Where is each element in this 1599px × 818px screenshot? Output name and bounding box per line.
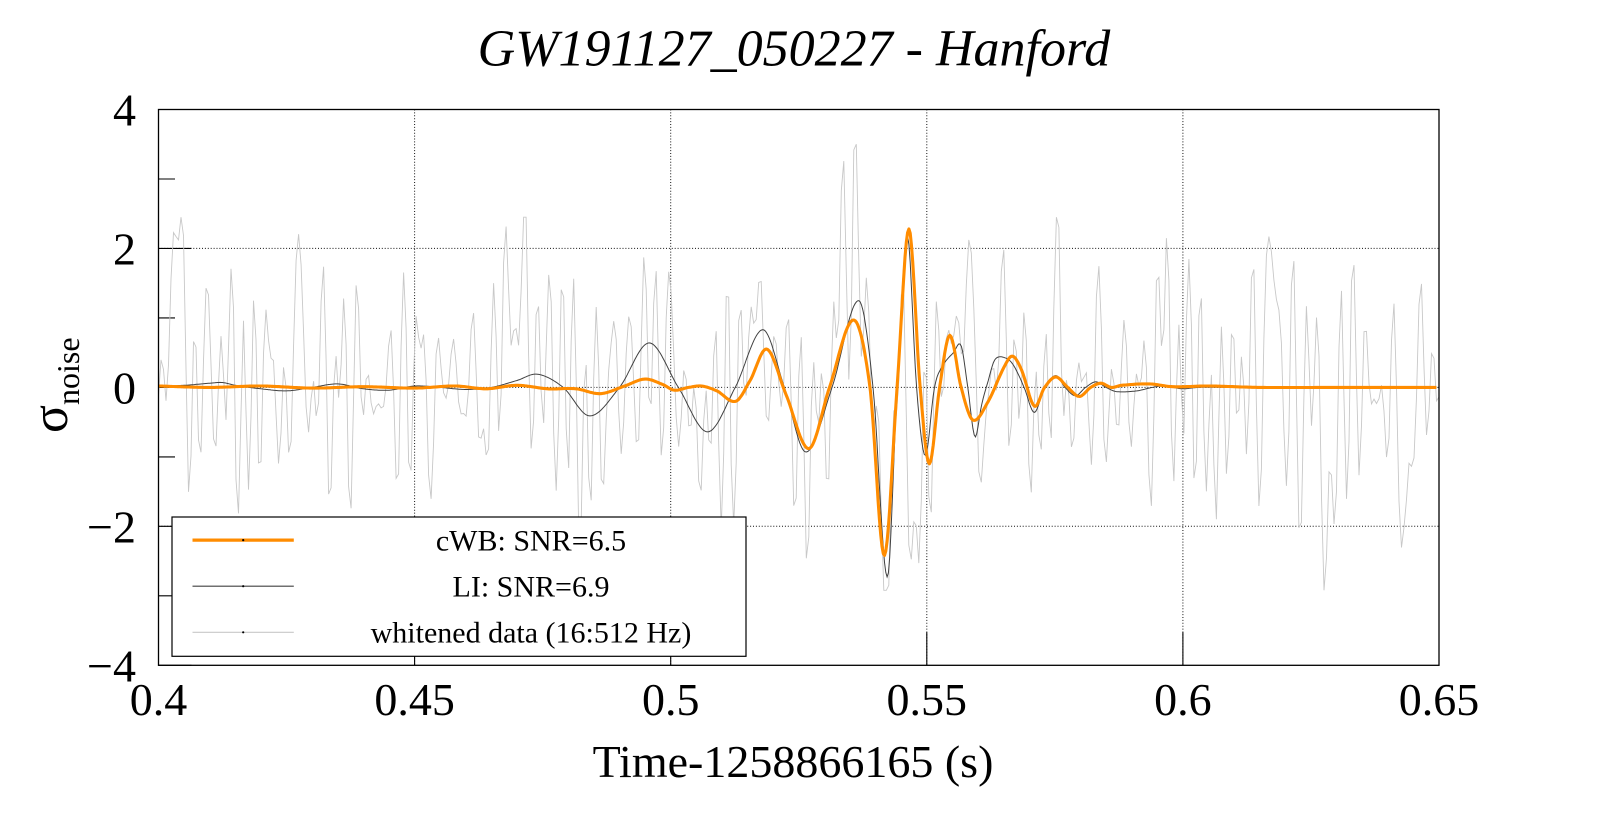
svg-text:0.45: 0.45 bbox=[374, 674, 455, 725]
svg-text:0.55: 0.55 bbox=[887, 674, 968, 725]
svg-text:0.6: 0.6 bbox=[1154, 674, 1212, 725]
svg-text:LI: SNR=6.9: LI: SNR=6.9 bbox=[453, 571, 610, 604]
svg-text:0.5: 0.5 bbox=[642, 674, 700, 725]
svg-text:−2: −2 bbox=[87, 501, 136, 552]
svg-text:0.4: 0.4 bbox=[130, 674, 188, 725]
svg-text:2: 2 bbox=[113, 223, 136, 274]
svg-text:whitened data (16:512 Hz): whitened data (16:512 Hz) bbox=[371, 617, 692, 650]
svg-text:0: 0 bbox=[113, 362, 136, 413]
svg-text:cWB: SNR=6.5: cWB: SNR=6.5 bbox=[436, 525, 626, 558]
svg-text:GW191127_050227 - Hanford: GW191127_050227 - Hanford bbox=[478, 21, 1112, 78]
svg-text:Time-1258866165 (s): Time-1258866165 (s) bbox=[593, 736, 994, 787]
svg-text:0.65: 0.65 bbox=[1399, 674, 1480, 725]
svg-text:−4: −4 bbox=[87, 640, 136, 691]
svg-text:4: 4 bbox=[113, 85, 136, 136]
